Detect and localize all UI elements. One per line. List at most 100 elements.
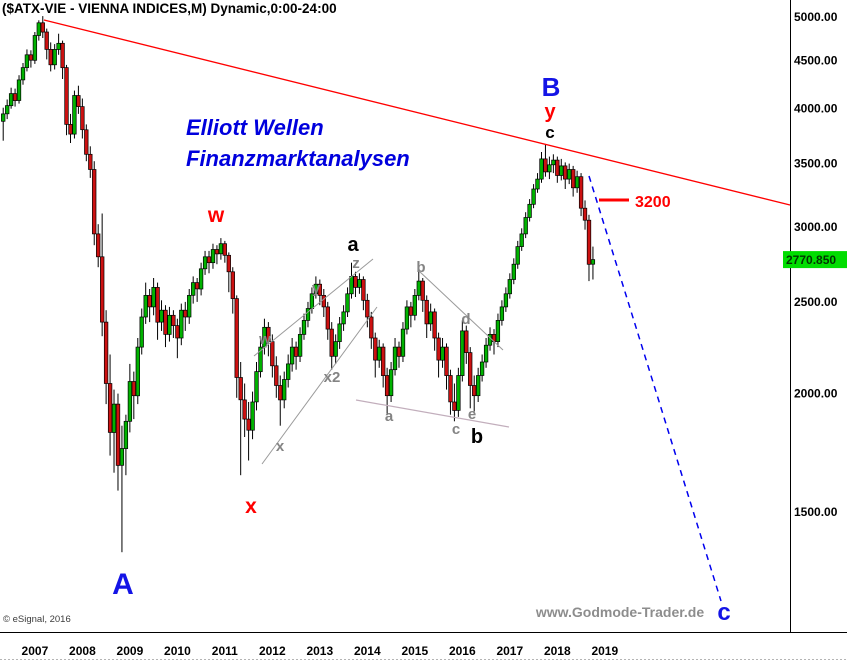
candle-down <box>325 306 330 330</box>
candle-up <box>535 178 540 190</box>
candle-up <box>179 309 184 339</box>
price-axis-tick-label: 4500.00 <box>794 53 838 67</box>
candle-up <box>574 176 580 189</box>
candle-down <box>206 256 212 264</box>
wave-label-y: y <box>312 280 321 297</box>
wave-label-w: w <box>258 331 271 348</box>
candle-down <box>155 287 160 323</box>
candle-down <box>293 346 299 357</box>
candle-up <box>400 328 406 357</box>
candle-up <box>476 375 481 397</box>
candle-up <box>135 346 140 397</box>
candle-down <box>60 42 65 69</box>
wave-label-b: b <box>416 259 425 276</box>
candle-down <box>214 249 220 255</box>
candle-down <box>76 95 81 107</box>
candle-up <box>337 323 342 342</box>
time-axis-year-label: 2011 <box>212 644 238 658</box>
candle-down <box>230 271 235 299</box>
candle-down <box>329 328 334 357</box>
candle-up <box>460 330 465 376</box>
time-axis-year-label: 2008 <box>69 644 96 658</box>
current-price-badge: 2770.850 <box>783 251 847 269</box>
candle-up <box>551 159 556 166</box>
candle-down <box>100 256 105 323</box>
candle-up <box>404 306 410 330</box>
candle-down <box>278 385 283 401</box>
candle-up <box>143 295 148 318</box>
candle-down <box>107 383 113 433</box>
candle-down <box>373 337 378 361</box>
candle-up <box>511 263 516 280</box>
candle-down <box>543 158 548 173</box>
candle-up <box>377 346 382 361</box>
candle-up <box>539 158 544 180</box>
candle-down <box>578 176 584 209</box>
price-level-3200-label: 3200 <box>635 194 671 211</box>
time-axis-year-label: 2014 <box>354 644 381 658</box>
projection-line <box>588 175 722 602</box>
axes-layer: 5000.00 4500.00 4000.00 3500.00 3000.00 2500.… <box>22 10 838 658</box>
candle-up <box>305 308 311 321</box>
candle-down <box>242 399 247 420</box>
candle-up <box>531 188 536 205</box>
candle-up <box>187 295 192 318</box>
candle-up <box>1 113 6 122</box>
candle-up <box>5 105 10 115</box>
candle-down <box>436 337 441 361</box>
candle-down <box>266 326 271 342</box>
time-axis-year-label: 2007 <box>22 644 49 658</box>
price-axis-tick-label: 2500.00 <box>794 295 838 309</box>
candle-up <box>503 293 509 308</box>
candle-down <box>384 375 390 397</box>
triangle-line-ace <box>355 399 510 428</box>
wave-label-y: y <box>544 101 556 123</box>
candle-up <box>198 268 204 290</box>
candle-up <box>301 320 307 335</box>
current-price-badge-text: 2770.850 <box>786 253 836 267</box>
candle-up <box>218 243 224 255</box>
wave-label-B: B <box>542 72 561 102</box>
candle-up <box>72 95 77 135</box>
candle-up <box>167 314 172 335</box>
wave-label-c: c <box>717 599 730 626</box>
candle-down <box>40 22 45 33</box>
candle-up <box>567 169 572 180</box>
candle-up <box>456 375 461 411</box>
candle-down <box>222 243 227 256</box>
candle-down <box>408 306 414 316</box>
candle-down <box>452 401 457 411</box>
candle-up <box>24 54 30 68</box>
candle-up <box>159 309 164 323</box>
candle-up <box>559 165 564 176</box>
candle-up <box>139 316 144 348</box>
candle-down <box>163 309 168 335</box>
candle-up <box>8 93 14 107</box>
candle-down <box>468 352 473 386</box>
candle-down <box>582 207 588 221</box>
candle-down <box>238 377 243 401</box>
candle-up <box>210 249 216 264</box>
time-axis-year-label: 2012 <box>259 644 286 658</box>
time-axis-year-label: 2009 <box>117 644 144 658</box>
candle-down <box>361 279 366 301</box>
candle-up <box>52 49 57 66</box>
time-axis-year-label: 2013 <box>306 644 333 658</box>
time-axis-year-label: 2010 <box>164 644 191 658</box>
candle-up <box>388 369 394 397</box>
candle-up <box>357 279 362 288</box>
candle-down <box>80 106 85 131</box>
candle-down <box>396 346 402 357</box>
candle-down <box>369 316 374 339</box>
wave-label-b: b <box>471 426 483 448</box>
candle-down <box>424 299 429 325</box>
candle-down <box>274 365 279 386</box>
candle-up <box>250 401 255 431</box>
price-axis-tick-label: 1500.00 <box>794 505 838 519</box>
time-axis-year-label: 2018 <box>544 644 571 658</box>
price-axis-tick-label: 2000.00 <box>794 387 838 401</box>
candle-down <box>115 403 121 466</box>
candle-down <box>563 165 568 180</box>
